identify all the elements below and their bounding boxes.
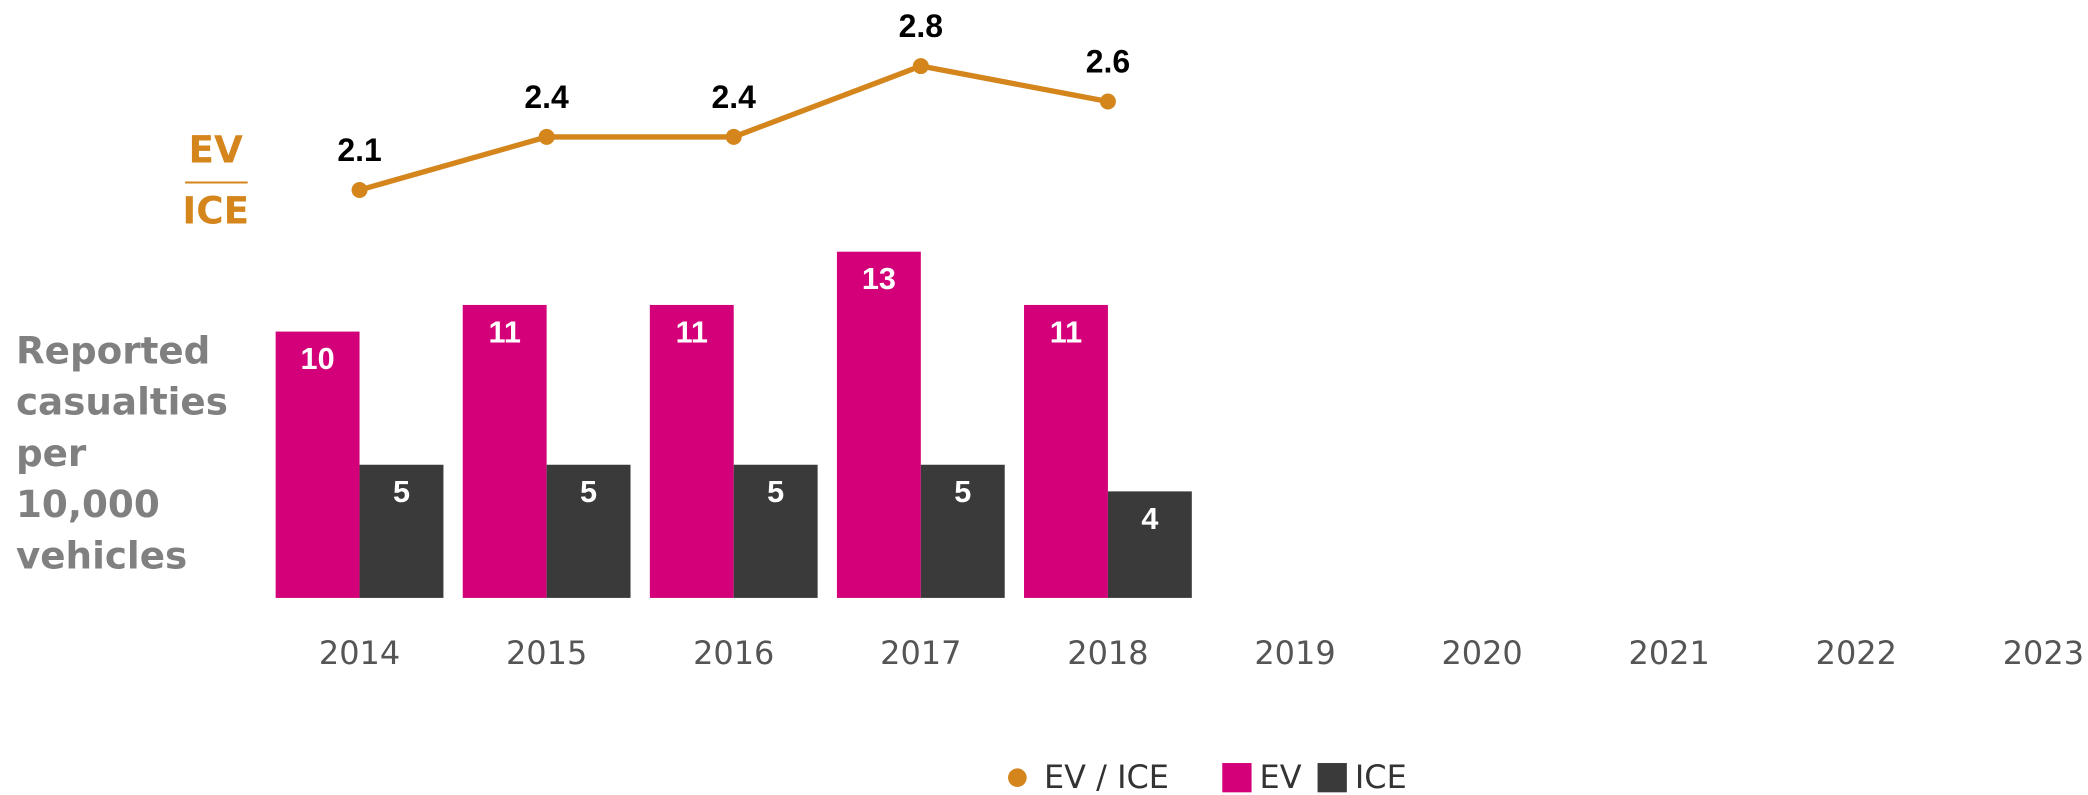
bar-label: 5 [393,475,410,509]
y-axis-label: per [16,431,87,475]
bar [546,464,631,598]
x-tick-label: 2021 [1629,634,1710,672]
legend-label: EV / ICE [1044,758,1169,795]
x-tick-label: 2023 [2003,634,2084,672]
line-point [912,58,929,75]
x-tick-label: 2015 [506,634,587,672]
bar-label: 11 [676,315,708,349]
bar-label: 11 [1050,315,1082,349]
bar [1107,491,1192,598]
line-point [725,128,742,145]
bar [920,464,1005,598]
bar-label: 4 [1141,502,1158,536]
line-axis-label: ICE [182,189,249,233]
bar [359,464,444,598]
line-point [538,128,555,145]
x-tick-label: 2018 [1067,634,1148,672]
bar [1024,304,1108,598]
x-tick-label: 2019 [1254,634,1335,672]
bar-label: 11 [489,315,521,349]
x-tick-label: 2017 [880,634,961,672]
x-tick-label: 2016 [693,634,774,672]
line-point [1099,93,1116,110]
legend-marker [1222,763,1252,793]
bar [649,304,734,598]
bar-label: 10 [301,342,335,376]
line-label: 2.4 [712,79,757,115]
bar [836,251,921,598]
x-tick-label: 2014 [319,634,400,672]
bar-label: 5 [580,475,597,509]
x-tick-label: 2022 [1816,634,1897,672]
bar [733,464,818,598]
bar [462,304,547,598]
line-label: 2.6 [1086,44,1130,80]
line-axis-label: EV [189,127,243,171]
bar-label: 13 [862,262,896,296]
line-label: 2.1 [337,132,381,168]
bar [275,331,360,598]
line-label: 2.4 [524,79,569,115]
x-tick-label: 2020 [1441,634,1522,672]
legend-marker [1008,768,1027,788]
line-label: 2.8 [899,8,943,44]
line-point [351,182,368,199]
bar-label: 5 [767,475,784,509]
y-axis-label: Reported [16,328,210,372]
y-axis-label: 10,000 [16,482,160,526]
legend-label: EV [1260,758,1302,795]
y-axis-label: vehicles [16,533,187,577]
y-axis-label: casualties [16,380,228,424]
legend-marker [1317,763,1347,793]
bar-label: 5 [954,475,971,509]
legend-label: ICE [1355,758,1407,795]
